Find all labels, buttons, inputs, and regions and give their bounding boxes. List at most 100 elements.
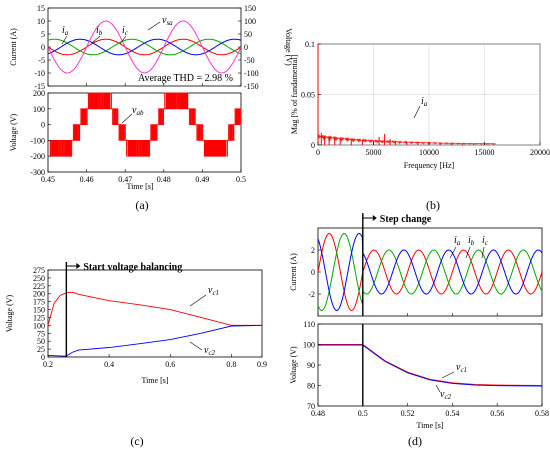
leader-vab bbox=[121, 113, 133, 124]
leader-vc1 bbox=[441, 371, 455, 379]
panel-label-d: (d) bbox=[408, 434, 422, 448]
y-tick-label: -10 bbox=[34, 69, 45, 78]
y-tick-label: 0 bbox=[41, 353, 45, 362]
label-vc2: vc2 bbox=[440, 389, 452, 401]
x-tick-label: 0.58 bbox=[535, 409, 549, 418]
series-i_c bbox=[47, 38, 242, 56]
y-tick-label: 100 bbox=[33, 105, 45, 114]
label-ic: ic bbox=[482, 235, 489, 247]
y-tick-label: 70 bbox=[307, 402, 315, 411]
x-tick-label: 0.49 bbox=[195, 175, 209, 184]
leader-ia bbox=[413, 105, 421, 119]
y-axis-label: Voltage (V) bbox=[289, 346, 298, 384]
leader-vc2 bbox=[189, 341, 203, 351]
x-tick-label: 10000 bbox=[419, 148, 439, 157]
y-tick-label: 250 bbox=[33, 274, 45, 283]
x-tick-label: 0.6 bbox=[165, 360, 175, 369]
y-tick-label: 225 bbox=[33, 282, 45, 291]
y-tick-label: -5 bbox=[38, 56, 45, 65]
x-tick-label: 0.48 bbox=[157, 175, 171, 184]
series-vab bbox=[48, 92, 242, 157]
y-tick-label: 90 bbox=[307, 361, 315, 370]
y-tick-label: 15 bbox=[37, 4, 45, 13]
x-axis-label: Frequency [Hz] bbox=[404, 161, 455, 170]
label-vc1: vc1 bbox=[208, 285, 219, 297]
series-i_a bbox=[47, 38, 242, 56]
label-ia: ia bbox=[421, 96, 428, 108]
x-tick-label: 0.9 bbox=[257, 360, 267, 369]
y-tick-label: 50 bbox=[37, 337, 45, 346]
panel-label-c: (c) bbox=[130, 434, 143, 448]
y-tick-label-right: 0 bbox=[244, 43, 248, 52]
label-ib: ib bbox=[96, 25, 103, 37]
x-tick-label: 0.56 bbox=[490, 409, 504, 418]
y-tick-label: -2 bbox=[308, 290, 315, 299]
x-tick-label: 0.2 bbox=[43, 360, 53, 369]
arrow-head bbox=[372, 215, 377, 221]
y-tick-label: 100 bbox=[303, 341, 315, 350]
series-v_c2 bbox=[318, 344, 543, 387]
x-tick-label: 0.54 bbox=[445, 409, 459, 418]
label-vc2: vc2 bbox=[204, 345, 216, 357]
y-tick-label-right: -150 bbox=[244, 82, 259, 91]
y-axis-label: Mag [% of fundamental] bbox=[290, 55, 299, 135]
y-tick-label: 200 bbox=[33, 89, 45, 98]
thd-annotation: Average THD = 2.98 % bbox=[138, 73, 233, 84]
series-v_c1 bbox=[318, 344, 543, 386]
x-tick-label: 0.52 bbox=[401, 409, 415, 418]
leader-vc1 bbox=[189, 294, 207, 307]
y-tick-label: 2 bbox=[311, 246, 315, 255]
panel-label-b: (b) bbox=[426, 198, 440, 212]
y-tick-label: 175 bbox=[33, 298, 45, 307]
series-i_c bbox=[317, 233, 543, 311]
x-tick-label: 0.48 bbox=[311, 409, 325, 418]
y-tick-label-right: 50 bbox=[244, 30, 252, 39]
leader-ib bbox=[91, 35, 101, 44]
y-tick-label-right: 150 bbox=[244, 4, 256, 13]
x-tick-label: 0.8 bbox=[226, 360, 236, 369]
plot-frame bbox=[47, 269, 263, 358]
series-i_b bbox=[317, 233, 543, 311]
y-axis-label: Current (A) bbox=[289, 253, 298, 291]
y-tick-label: -15 bbox=[34, 82, 45, 91]
label-ia: ia bbox=[454, 235, 461, 247]
plot-frame bbox=[47, 92, 242, 173]
y-tick-label: 150 bbox=[33, 306, 45, 315]
label-vc1: vc1 bbox=[456, 362, 467, 374]
x-axis-label: Time [s] bbox=[141, 376, 168, 385]
series-v_sa bbox=[47, 20, 242, 74]
x-tick-label: 0.47 bbox=[118, 175, 132, 184]
x-tick-label: 15000 bbox=[475, 148, 495, 157]
x-tick-label: 0.4 bbox=[104, 360, 114, 369]
x-tick-label: 0 bbox=[316, 148, 320, 157]
leader-ia bbox=[61, 35, 68, 45]
y-tick-label: -300 bbox=[30, 168, 45, 177]
y-tick-label: 0 bbox=[311, 268, 315, 277]
y-axis-label-right: Voltage (V) bbox=[284, 28, 293, 66]
y-tick-label: -200 bbox=[30, 152, 45, 161]
series-v_c1 bbox=[47, 291, 262, 326]
y-tick-label: 0.1 bbox=[305, 40, 315, 49]
y-axis-label: Voltage (V) bbox=[5, 294, 14, 332]
arrow-head bbox=[76, 263, 81, 269]
label-vab: vab bbox=[132, 105, 144, 117]
series-i_a bbox=[317, 232, 543, 312]
leader-ic bbox=[119, 35, 127, 45]
y-tick-label-right: -50 bbox=[244, 56, 255, 65]
y-tick-label: 0.05 bbox=[301, 91, 315, 100]
y-axis-label: Current (A) bbox=[9, 28, 18, 66]
balancing-label: Start voltage balancing bbox=[83, 262, 182, 273]
y-tick-label: -100 bbox=[30, 136, 45, 145]
step-label: Step change bbox=[380, 214, 432, 225]
leader-vsa bbox=[147, 21, 161, 31]
x-tick-label: 0.45 bbox=[41, 175, 55, 184]
y-tick-label-right: 100 bbox=[244, 17, 256, 26]
y-tick-label-right: -100 bbox=[244, 69, 259, 78]
y-tick-label: 125 bbox=[33, 313, 45, 322]
label-vsa: vsa bbox=[162, 15, 173, 27]
label-ia: ia bbox=[62, 25, 69, 37]
panel-label-a: (a) bbox=[135, 198, 148, 212]
y-tick-label: 10 bbox=[37, 17, 45, 26]
leader-vc2 bbox=[435, 384, 441, 393]
